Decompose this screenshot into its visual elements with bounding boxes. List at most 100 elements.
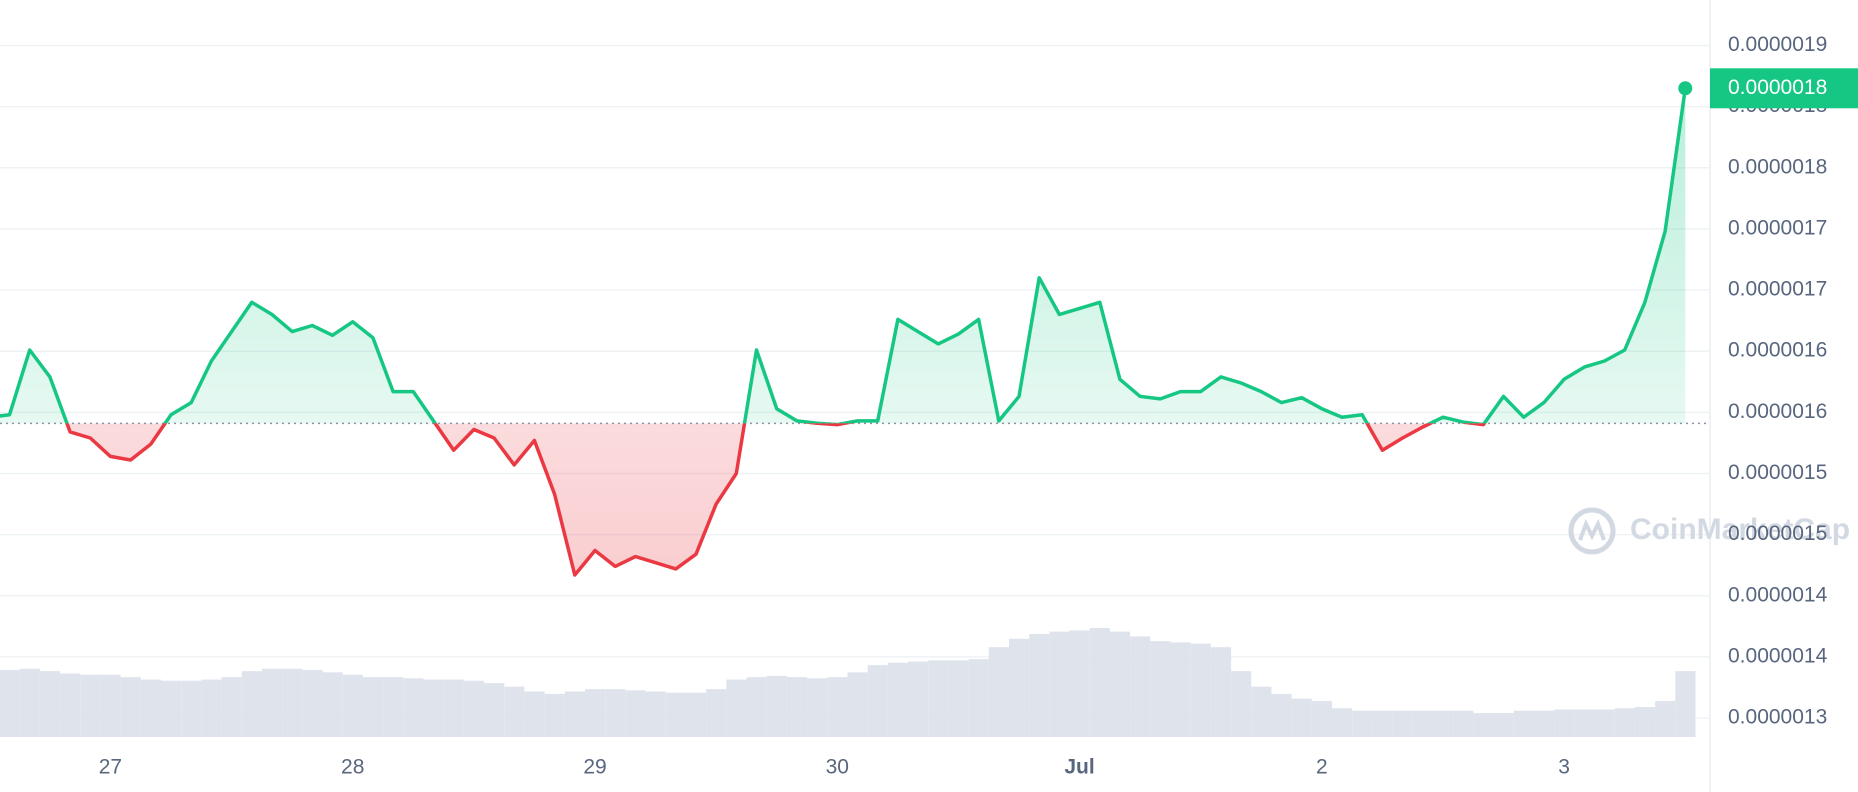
volume-bar bbox=[19, 668, 40, 737]
volume-bar bbox=[100, 674, 121, 737]
volume-bar bbox=[282, 668, 303, 737]
volume-bar bbox=[403, 678, 424, 737]
volume-bar bbox=[80, 674, 101, 737]
volume-bar bbox=[1675, 671, 1696, 737]
volume-bar bbox=[685, 692, 707, 737]
volume-bar bbox=[1332, 708, 1353, 737]
volume-bar bbox=[181, 680, 202, 737]
volume-bar bbox=[1190, 643, 1211, 737]
volume-bar bbox=[1089, 628, 1110, 737]
volume-bar bbox=[322, 672, 343, 737]
volume-bar bbox=[1210, 647, 1232, 737]
volume-bar bbox=[1372, 710, 1393, 737]
x-tick-label: 27 bbox=[99, 756, 122, 779]
y-tick-label: 0.0000013 bbox=[1728, 706, 1827, 729]
volume-bar bbox=[1352, 710, 1373, 737]
volume-bar bbox=[928, 660, 949, 737]
volume-bar bbox=[1251, 686, 1272, 737]
volume-bar bbox=[1432, 710, 1454, 737]
volume-bar bbox=[1029, 633, 1050, 737]
volume-bar bbox=[302, 669, 323, 737]
x-tick-label: 3 bbox=[1558, 756, 1570, 779]
volume-bar bbox=[1109, 631, 1131, 737]
y-tick-label: 0.0000017 bbox=[1728, 278, 1827, 301]
y-tick-label: 0.0000014 bbox=[1728, 583, 1828, 606]
volume-layer bbox=[0, 628, 1696, 737]
text-layer: CoinMarketCap 0.0000013 0.0000014 0.000001… bbox=[99, 33, 1858, 779]
volume-bar bbox=[988, 647, 1009, 737]
x-tick-label: 2 bbox=[1316, 756, 1328, 779]
volume-bar bbox=[1231, 671, 1252, 737]
y-tick-label: 0.0000015 bbox=[1728, 461, 1827, 484]
volume-bar bbox=[1008, 638, 1030, 737]
volume-bar bbox=[1554, 709, 1575, 737]
volume-bar bbox=[504, 686, 525, 737]
y-tick-label: 0.0000016 bbox=[1728, 400, 1827, 423]
volume-bar bbox=[1594, 709, 1615, 737]
volume-bar bbox=[706, 689, 727, 737]
volume-bar bbox=[0, 669, 20, 737]
volume-bar bbox=[847, 672, 868, 737]
volume-bar bbox=[1473, 713, 1494, 737]
watermark-logo-mark bbox=[1578, 519, 1606, 541]
volume-bar bbox=[463, 680, 485, 737]
volume-bar bbox=[443, 679, 464, 737]
volume-bar bbox=[1453, 710, 1474, 737]
volume-bar bbox=[726, 679, 747, 737]
volume-bar bbox=[807, 678, 828, 737]
volume-bar bbox=[1150, 641, 1171, 737]
line-layer bbox=[0, 81, 1710, 577]
volume-bar bbox=[1069, 630, 1090, 737]
volume-bar bbox=[60, 673, 81, 737]
x-tick-label: 29 bbox=[583, 756, 606, 779]
y-tick-label: 0.0000018 bbox=[1728, 155, 1827, 178]
volume-bar bbox=[261, 668, 283, 737]
area-layer bbox=[0, 88, 1686, 575]
volume-bar bbox=[645, 691, 666, 737]
volume-bar bbox=[605, 689, 626, 737]
price-badge-label: 0.0000018 bbox=[1728, 76, 1827, 99]
volume-bar bbox=[1614, 708, 1635, 737]
volume-bar bbox=[1533, 710, 1555, 737]
volume-bar bbox=[524, 691, 545, 737]
x-tick-label: 28 bbox=[341, 756, 364, 779]
volume-bar bbox=[1655, 701, 1676, 737]
volume-bar bbox=[585, 689, 606, 737]
volume-bar bbox=[1493, 713, 1514, 737]
volume-bar bbox=[786, 677, 808, 737]
volume-bar bbox=[766, 675, 787, 737]
volume-bar bbox=[1311, 701, 1333, 737]
volume-bar bbox=[342, 674, 363, 737]
y-tick-label: 0.0000014 bbox=[1728, 644, 1828, 667]
watermark: CoinMarketCap bbox=[1630, 513, 1850, 546]
volume-bar bbox=[1513, 710, 1534, 737]
volume-bar bbox=[1049, 631, 1070, 737]
x-tick-label: 30 bbox=[826, 756, 849, 779]
volume-bar bbox=[221, 677, 242, 737]
volume-bar bbox=[140, 679, 162, 737]
volume-bar bbox=[665, 692, 686, 737]
price-badge bbox=[1710, 68, 1858, 109]
grid-layer bbox=[0, 44, 1710, 719]
x-tick-label: Jul bbox=[1064, 756, 1094, 779]
volume-bar bbox=[544, 693, 565, 737]
volume-bar bbox=[1392, 710, 1413, 737]
volume-bar bbox=[564, 691, 585, 737]
volume-bar bbox=[1634, 707, 1656, 737]
volume-bar bbox=[887, 662, 909, 737]
volume-bar bbox=[948, 660, 969, 737]
volume-bar bbox=[120, 677, 141, 737]
volume-bar bbox=[423, 679, 444, 737]
y-tick-label: 0.0000017 bbox=[1728, 216, 1827, 239]
watermark-logo bbox=[1568, 507, 1616, 555]
volume-bar bbox=[827, 677, 848, 737]
last-price-dot bbox=[1678, 81, 1693, 96]
volume-bar bbox=[968, 659, 989, 737]
volume-bar bbox=[201, 679, 222, 737]
y-tick-label: 0.0000015 bbox=[1728, 522, 1827, 545]
volume-bar bbox=[625, 690, 646, 737]
volume-bar bbox=[484, 683, 505, 737]
volume-bar bbox=[1574, 709, 1595, 737]
